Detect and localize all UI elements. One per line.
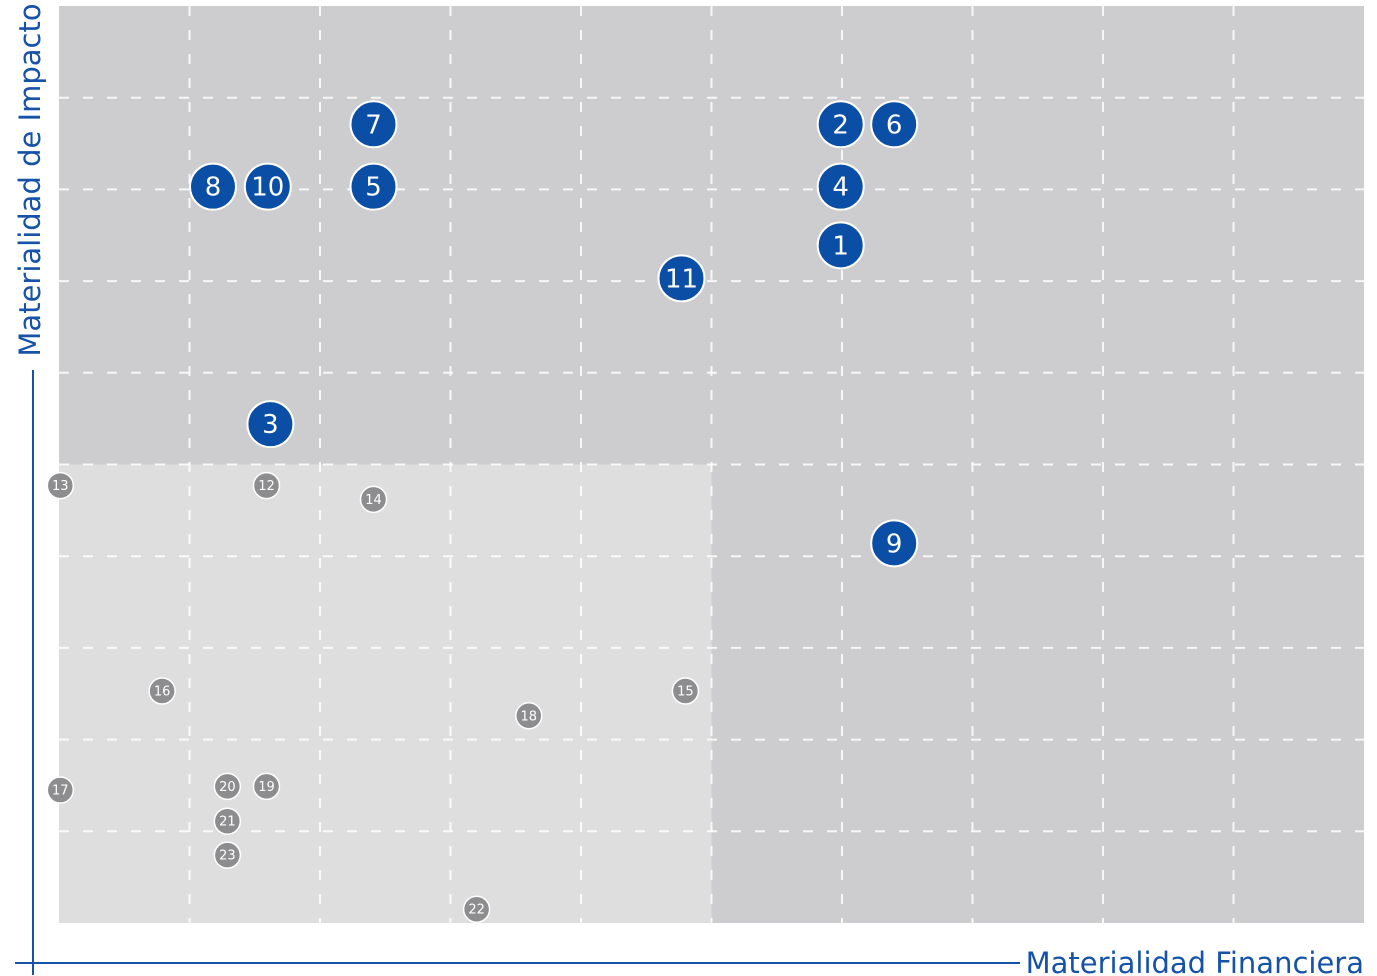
point bbox=[870, 100, 919, 149]
point-label: 9 bbox=[886, 529, 903, 559]
point-label: 11 bbox=[665, 264, 698, 294]
point-label: 16 bbox=[154, 684, 171, 699]
point bbox=[816, 100, 865, 149]
point bbox=[816, 221, 865, 270]
point bbox=[870, 519, 919, 568]
point bbox=[246, 400, 295, 449]
point bbox=[515, 702, 543, 730]
point bbox=[213, 807, 242, 835]
x-axis-title: Materialidad Financiera bbox=[1026, 946, 1364, 976]
point bbox=[657, 254, 706, 303]
point-label: 18 bbox=[521, 709, 538, 724]
point bbox=[252, 471, 281, 500]
point-label: 5 bbox=[365, 173, 382, 203]
point bbox=[213, 841, 242, 869]
point bbox=[349, 100, 398, 149]
point-label: 8 bbox=[205, 173, 222, 203]
point bbox=[46, 471, 75, 500]
point-label: 4 bbox=[832, 173, 849, 203]
point bbox=[349, 162, 398, 211]
point-label: 10 bbox=[251, 173, 284, 203]
point-label: 23 bbox=[219, 849, 236, 864]
y-axis-title: Materialidad de Impacto bbox=[13, 3, 47, 356]
point-label: 15 bbox=[677, 684, 694, 699]
point bbox=[188, 162, 237, 211]
point bbox=[252, 772, 281, 801]
point-label: 6 bbox=[886, 110, 903, 140]
point-label: 1 bbox=[832, 231, 849, 261]
point-label: 21 bbox=[219, 815, 236, 830]
point bbox=[243, 162, 292, 211]
point bbox=[46, 776, 75, 804]
point-label: 17 bbox=[52, 784, 69, 799]
point bbox=[213, 772, 242, 801]
point bbox=[462, 895, 491, 923]
point-label: 20 bbox=[219, 780, 236, 795]
point-label: 13 bbox=[52, 479, 69, 494]
point bbox=[359, 485, 388, 514]
point-label: 22 bbox=[468, 903, 485, 918]
point-label: 7 bbox=[365, 110, 382, 140]
point-label: 12 bbox=[258, 479, 275, 494]
point bbox=[148, 677, 176, 705]
point bbox=[816, 162, 865, 211]
point-label: 2 bbox=[832, 110, 849, 140]
point-label: 19 bbox=[258, 780, 275, 795]
point bbox=[671, 677, 700, 705]
point-label: 14 bbox=[365, 493, 382, 508]
point-label: 3 bbox=[262, 410, 279, 440]
